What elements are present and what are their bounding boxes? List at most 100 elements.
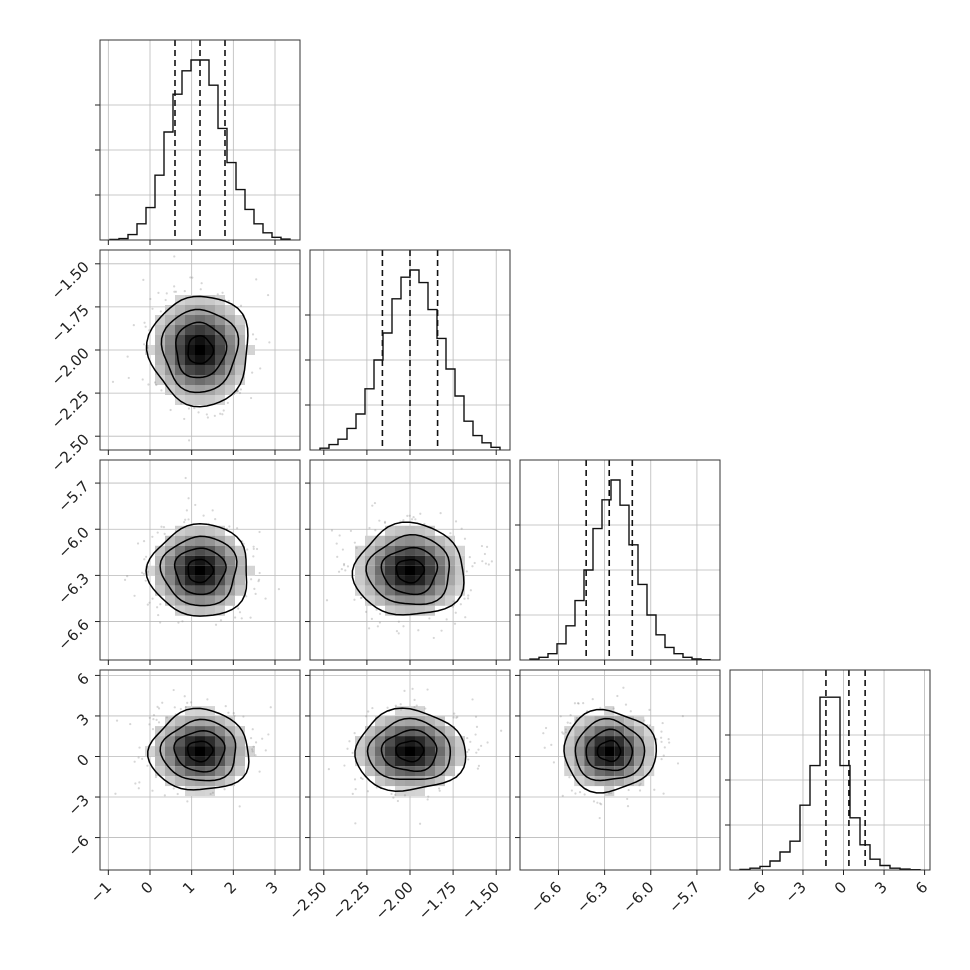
density-cell bbox=[175, 305, 185, 315]
density-cell bbox=[375, 736, 385, 747]
scatter-point bbox=[144, 325, 147, 328]
scatter-point bbox=[137, 756, 140, 759]
density-cell bbox=[205, 345, 215, 355]
scatter-point bbox=[481, 560, 484, 563]
density-cell bbox=[375, 756, 385, 767]
density-cell bbox=[614, 756, 625, 767]
density-cell bbox=[175, 525, 185, 536]
density-cell bbox=[155, 555, 165, 566]
density-cell bbox=[365, 595, 375, 606]
density-cell bbox=[415, 525, 425, 536]
scatter-point bbox=[662, 754, 665, 757]
density-cell bbox=[644, 726, 655, 737]
density-cell bbox=[245, 345, 255, 355]
scatter-point bbox=[165, 292, 168, 295]
contour-line bbox=[574, 717, 646, 782]
scatter-point bbox=[500, 729, 503, 732]
density-cell bbox=[375, 555, 385, 566]
scatter-point bbox=[259, 367, 262, 370]
density-cell bbox=[225, 335, 235, 345]
density-cell bbox=[395, 565, 405, 576]
density-cell bbox=[594, 746, 605, 757]
scatter-point bbox=[386, 706, 389, 709]
density-cell bbox=[385, 756, 395, 767]
scatter-point bbox=[402, 625, 405, 628]
scatter-point bbox=[582, 702, 585, 705]
density-cell bbox=[235, 545, 245, 556]
scatter-point bbox=[660, 740, 663, 743]
density-cell bbox=[574, 746, 585, 757]
density-cell bbox=[165, 555, 175, 566]
scatter-point bbox=[340, 567, 343, 571]
scatter-point bbox=[426, 688, 429, 691]
x-tick-label: 3 bbox=[871, 878, 890, 897]
density-cell bbox=[185, 385, 195, 395]
scatter-point bbox=[428, 617, 431, 620]
density-cell bbox=[185, 706, 195, 717]
scatter-point bbox=[346, 565, 350, 568]
density-cell bbox=[375, 766, 385, 777]
scatter-point bbox=[454, 611, 457, 614]
density-cell bbox=[215, 395, 225, 405]
scatter-point bbox=[383, 520, 387, 524]
contour-line bbox=[395, 558, 426, 584]
scatter-point bbox=[626, 797, 629, 801]
scatter-point bbox=[399, 703, 402, 706]
scatter-point bbox=[151, 789, 154, 792]
scatter-point bbox=[573, 702, 577, 705]
density-cell bbox=[165, 355, 175, 365]
density-cell bbox=[235, 325, 245, 335]
scatter-point bbox=[238, 391, 242, 395]
scatter-point bbox=[660, 730, 663, 733]
density-cell bbox=[445, 545, 455, 556]
density-cell bbox=[235, 736, 245, 747]
density-cell bbox=[195, 535, 205, 546]
scatter-point bbox=[238, 805, 241, 808]
scatter-point bbox=[475, 725, 479, 729]
scatter-point bbox=[629, 710, 632, 713]
density-cell bbox=[634, 756, 645, 767]
y-tick-label: −6.3 bbox=[54, 569, 92, 607]
scatter-point bbox=[459, 603, 462, 606]
density-cell bbox=[385, 535, 395, 546]
scatter-point bbox=[469, 589, 472, 592]
scatter-point bbox=[484, 562, 487, 565]
density-cell bbox=[365, 545, 375, 556]
scatter-point bbox=[346, 747, 349, 750]
scatter-point bbox=[403, 689, 406, 692]
density-cell bbox=[455, 746, 465, 757]
density-cell bbox=[415, 786, 425, 797]
scatter-point bbox=[147, 383, 150, 386]
contour-line bbox=[187, 335, 215, 365]
density-cell bbox=[445, 575, 455, 586]
density-cell bbox=[415, 716, 425, 727]
density-cell bbox=[175, 746, 185, 757]
scatter-point bbox=[255, 278, 258, 281]
density-cell bbox=[385, 766, 395, 777]
scatter-point bbox=[254, 754, 257, 757]
density-cell bbox=[235, 585, 245, 596]
density-cell bbox=[175, 345, 185, 355]
scatter-point bbox=[616, 694, 619, 698]
scatter-point bbox=[354, 788, 357, 791]
density-cell bbox=[584, 776, 595, 787]
scatter-point bbox=[453, 712, 456, 715]
density-cell bbox=[195, 555, 205, 566]
scatter-point bbox=[662, 792, 665, 795]
density-cell bbox=[395, 535, 405, 546]
x-tick-label: 2 bbox=[221, 878, 240, 897]
density-cell bbox=[435, 585, 445, 596]
scatter-point bbox=[151, 597, 154, 600]
scatter-point bbox=[148, 723, 151, 726]
scatter-point bbox=[252, 555, 255, 558]
scatter-point bbox=[258, 530, 261, 534]
scatter-point bbox=[224, 705, 227, 708]
density-cell bbox=[405, 605, 415, 616]
scatter-point bbox=[138, 746, 141, 749]
scatter-point bbox=[397, 632, 400, 635]
density-cell bbox=[195, 545, 205, 556]
axes-frame bbox=[99, 669, 301, 871]
density-cell bbox=[574, 726, 585, 737]
scatter-point bbox=[336, 555, 339, 558]
density-cell bbox=[415, 585, 425, 596]
